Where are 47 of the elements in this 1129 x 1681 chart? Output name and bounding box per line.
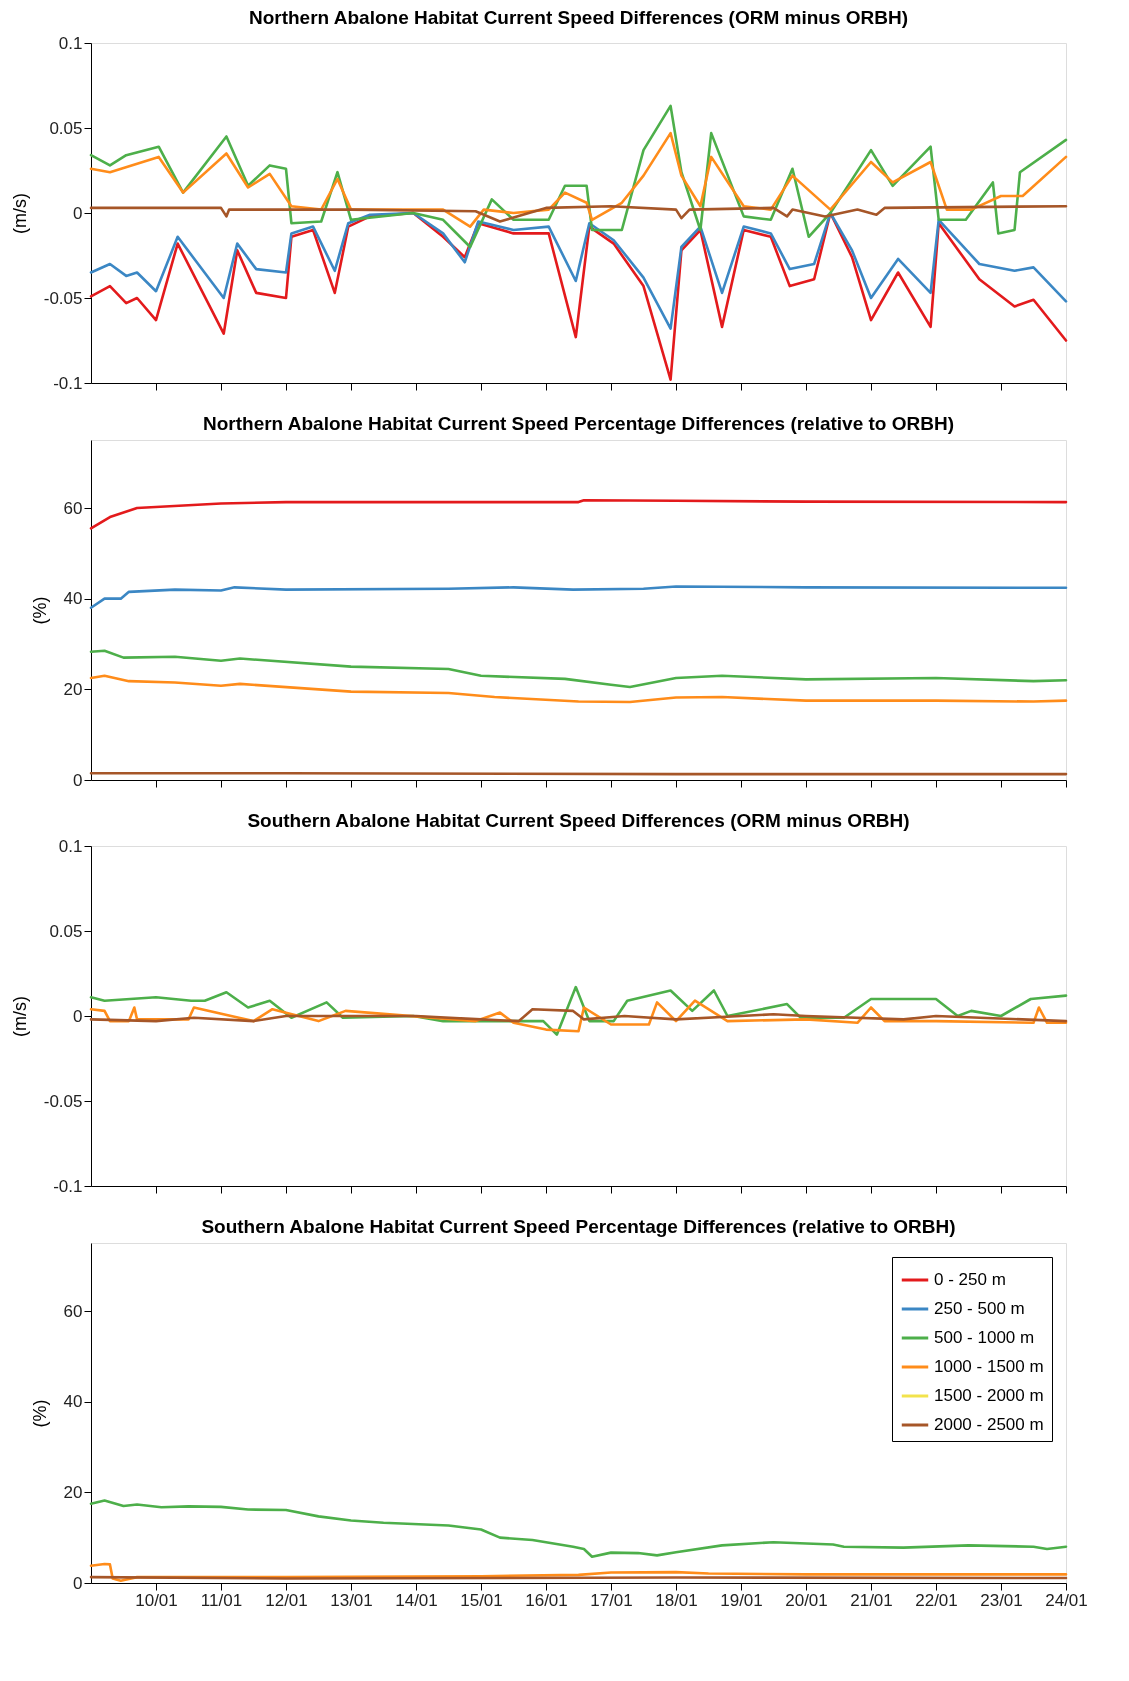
legend-label: 1500 - 2000 m: [934, 1386, 1044, 1405]
y-axis-title: (m/s): [9, 996, 30, 1037]
x-tick-label: 13/01: [330, 1590, 373, 1610]
legend-label: 2000 - 2500 m: [934, 1415, 1044, 1434]
y-tick-label: 40: [63, 1392, 83, 1412]
x-tick-label: 12/01: [265, 1590, 308, 1610]
y-tick-label: 0.05: [49, 118, 83, 138]
x-tick-label: 19/01: [720, 1590, 763, 1610]
y-axis-title: (%): [29, 1399, 50, 1428]
chart-title: Northern Abalone Habitat Current Speed Percentage Differences (relative to ORBH): [202, 413, 955, 434]
x-tick-label: 10/01: [135, 1590, 178, 1610]
y-tick-label: 0: [73, 203, 83, 223]
x-tick-label: 11/01: [200, 1590, 243, 1610]
y-tick-label: -0.1: [53, 1176, 83, 1196]
x-tick-label: 18/01: [655, 1590, 698, 1610]
y-tick-label: -0.05: [43, 1091, 83, 1111]
y-tick-label: 20: [63, 679, 83, 699]
x-tick-label: 20/01: [785, 1590, 828, 1610]
chart-title: Southern Abalone Habitat Current Speed Percentage Differences (relative to ORBH): [201, 1216, 956, 1237]
y-tick-label: -0.05: [43, 288, 83, 308]
x-tick-label: 23/01: [980, 1590, 1023, 1610]
y-tick-label: 60: [63, 1301, 83, 1321]
y-tick-label: 0: [73, 770, 83, 790]
chart-title: Southern Abalone Habitat Current Speed Differences (ORM minus ORBH): [247, 810, 910, 831]
x-tick-label: 24/01: [1045, 1590, 1088, 1610]
legend-label: 0 - 250 m: [934, 1270, 1006, 1289]
x-tick-label: 17/01: [590, 1590, 633, 1610]
y-tick-label: 0.1: [58, 33, 83, 53]
y-tick-label: -0.1: [53, 373, 83, 393]
x-tick-label: 21/01: [850, 1590, 893, 1610]
y-tick-label: 20: [63, 1482, 83, 1502]
x-tick-label: 16/01: [525, 1590, 568, 1610]
y-tick-label: 60: [63, 498, 83, 518]
x-tick-label: 14/01: [395, 1590, 438, 1610]
legend-label: 500 - 1000 m: [934, 1328, 1035, 1347]
y-tick-label: 0: [73, 1006, 83, 1026]
y-axis-title: (m/s): [9, 193, 30, 234]
legend-label: 250 - 500 m: [934, 1299, 1025, 1318]
y-tick-label: 40: [63, 589, 83, 609]
legend-label: 1000 - 1500 m: [934, 1357, 1044, 1376]
y-tick-label: 0.1: [58, 836, 83, 856]
x-tick-label: 22/01: [915, 1590, 958, 1610]
x-tick-label: 15/01: [460, 1590, 503, 1610]
y-axis-title: (%): [29, 596, 50, 625]
y-tick-label: 0.05: [49, 921, 83, 941]
chart-title: Northern Abalone Habitat Current Speed Differences (ORM minus ORBH): [248, 7, 909, 28]
y-tick-label: 0: [73, 1573, 83, 1593]
